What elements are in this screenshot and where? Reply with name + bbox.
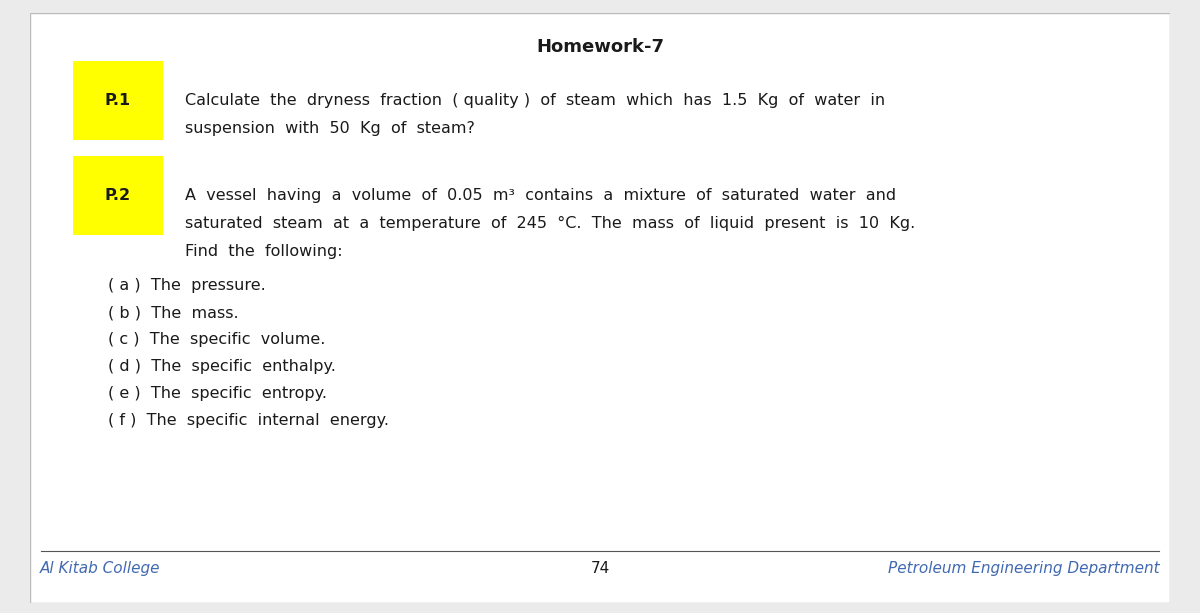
Text: Petroleum Engineering Department: Petroleum Engineering Department xyxy=(888,561,1160,576)
Text: P.2: P.2 xyxy=(106,188,131,203)
Text: Homework-7: Homework-7 xyxy=(536,38,664,56)
Text: Calculate  the  dryness  fraction  ( quality )  of  steam  which  has  1.5  Kg  : Calculate the dryness fraction ( quality… xyxy=(185,93,886,108)
Text: 74: 74 xyxy=(590,561,610,576)
Text: saturated  steam  at  a  temperature  of  245  °C.  The  mass  of  liquid  prese: saturated steam at a temperature of 245 … xyxy=(185,216,916,231)
Text: Al Kitab College: Al Kitab College xyxy=(40,561,161,576)
Text: suspension  with  50  Kg  of  steam?: suspension with 50 Kg of steam? xyxy=(185,121,475,136)
Text: Find  the  following:: Find the following: xyxy=(185,244,343,259)
Text: ( e )  The  specific  entropy.: ( e ) The specific entropy. xyxy=(108,386,326,401)
Text: A  vessel  having  a  volume  of  0.05  m³  contains  a  mixture  of  saturated : A vessel having a volume of 0.05 m³ cont… xyxy=(185,188,896,203)
Text: P.1: P.1 xyxy=(106,93,131,108)
FancyBboxPatch shape xyxy=(30,13,1170,603)
Text: ( b )  The  mass.: ( b ) The mass. xyxy=(108,305,239,320)
Text: ( d )  The  specific  enthalpy.: ( d ) The specific enthalpy. xyxy=(108,359,336,374)
Text: ( f )  The  specific  internal  energy.: ( f ) The specific internal energy. xyxy=(108,413,389,428)
Text: ( c )  The  specific  volume.: ( c ) The specific volume. xyxy=(108,332,325,347)
Text: ( a )  The  pressure.: ( a ) The pressure. xyxy=(108,278,265,293)
